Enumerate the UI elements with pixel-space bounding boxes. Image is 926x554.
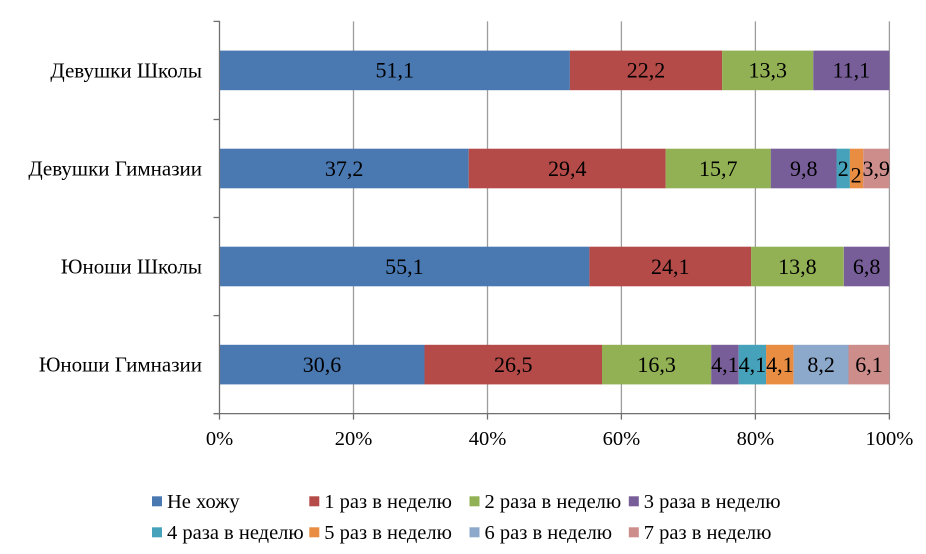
svg-text:24,1: 24,1: [651, 254, 690, 279]
svg-text:51,1: 51,1: [375, 58, 414, 83]
svg-text:4,1: 4,1: [739, 352, 767, 377]
svg-text:20%: 20%: [335, 428, 373, 450]
svg-text:55,1: 55,1: [385, 254, 424, 279]
svg-text:2: 2: [838, 156, 849, 181]
svg-text:6 раз в неделю: 6 раз в неделю: [485, 522, 613, 544]
svg-text:4,1: 4,1: [711, 352, 739, 377]
svg-text:60%: 60%: [603, 428, 641, 450]
svg-text:13,8: 13,8: [778, 254, 817, 279]
svg-text:30,6: 30,6: [303, 352, 342, 377]
svg-text:Девушки Школы: Девушки Школы: [50, 58, 202, 82]
svg-text:0%: 0%: [206, 428, 233, 450]
svg-text:15,7: 15,7: [699, 156, 738, 181]
svg-text:Не хожу: Не хожу: [167, 491, 240, 513]
svg-text:22,2: 22,2: [627, 58, 666, 83]
svg-text:5 раз в неделю: 5 раз в неделю: [324, 522, 452, 544]
svg-text:11,1: 11,1: [832, 58, 870, 83]
svg-text:13,3: 13,3: [748, 58, 787, 83]
svg-text:16,3: 16,3: [637, 352, 676, 377]
svg-text:3,9: 3,9: [863, 156, 891, 181]
svg-text:6,8: 6,8: [853, 254, 881, 279]
svg-text:4 раза в неделю: 4 раза в неделю: [167, 522, 304, 544]
svg-text:Юноши Гимназии: Юноши Гимназии: [39, 353, 202, 377]
svg-text:4,1: 4,1: [766, 352, 794, 377]
svg-text:2: 2: [851, 162, 862, 187]
svg-text:6,1: 6,1: [855, 352, 883, 377]
svg-text:Юноши Школы: Юноши Школы: [61, 255, 202, 279]
svg-text:9,8: 9,8: [790, 156, 818, 181]
svg-text:1 раз в неделю: 1 раз в неделю: [324, 491, 452, 513]
svg-text:80%: 80%: [737, 428, 775, 450]
svg-text:3 раза в неделю: 3 раза в неделю: [644, 491, 781, 513]
svg-text:7 раз в неделю: 7 раз в неделю: [644, 522, 772, 544]
svg-text:29,4: 29,4: [548, 156, 587, 181]
svg-text:37,2: 37,2: [325, 156, 364, 181]
svg-text:Девушки Гимназии: Девушки Гимназии: [28, 157, 202, 181]
svg-text:40%: 40%: [469, 428, 507, 450]
svg-text:26,5: 26,5: [494, 352, 533, 377]
svg-text:8,2: 8,2: [807, 352, 835, 377]
svg-text:2 раза в неделю: 2 раза в неделю: [485, 491, 622, 513]
svg-text:100%: 100%: [865, 428, 913, 450]
